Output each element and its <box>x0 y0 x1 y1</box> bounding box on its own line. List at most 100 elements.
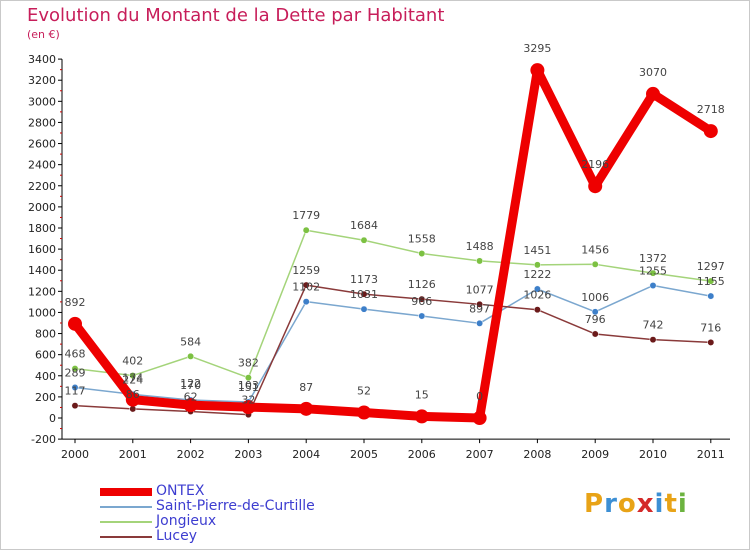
y-tick-label: 3200 <box>28 74 56 87</box>
data-point <box>71 402 79 410</box>
data-label: 1372 <box>639 252 667 265</box>
logo-letter: o <box>617 489 637 519</box>
legend-label-jongieux: Jongieux <box>156 513 217 529</box>
y-tick-label: 800 <box>35 328 56 341</box>
data-label: 1126 <box>408 278 436 291</box>
data-label: 892 <box>65 296 86 309</box>
legend-label-saint-pierre: Saint-Pierre-de-Curtille <box>156 498 315 514</box>
data-point <box>588 179 603 194</box>
y-tick-label: 2200 <box>28 180 56 193</box>
data-label: 2196 <box>581 158 609 171</box>
y-tick-label: 3400 <box>28 53 56 66</box>
data-point <box>476 300 484 308</box>
data-label: 1259 <box>292 264 320 277</box>
legend-item-lucey[interactable]: Lucey <box>100 528 400 544</box>
y-tick-label: 1200 <box>28 285 56 298</box>
data-point <box>129 405 137 413</box>
logo-letter: i <box>677 489 688 519</box>
data-label: 117 <box>65 385 86 398</box>
data-label: 0 <box>476 390 483 403</box>
x-tick-label: 2011 <box>697 448 725 461</box>
data-point <box>360 305 368 313</box>
data-point <box>241 400 256 415</box>
data-label: 1779 <box>292 209 320 222</box>
data-point <box>244 374 252 382</box>
axes: -200 0 200 400 600 800 1000 1200 1400 1600 1800 200… <box>28 53 730 461</box>
y-tick-label: 2600 <box>28 138 56 151</box>
data-point <box>68 316 82 331</box>
y-tick-label: 200 <box>35 391 56 404</box>
data-point <box>418 250 426 257</box>
data-label: 103 <box>238 379 259 392</box>
data-point <box>360 290 368 298</box>
y-tick-label: 600 <box>35 349 56 362</box>
series-line-jongieux <box>74 229 712 379</box>
data-point <box>707 292 715 300</box>
data-label: 2718 <box>697 103 725 116</box>
data-label: 122 <box>180 377 201 390</box>
x-tick-label: 2001 <box>119 448 147 461</box>
data-point <box>418 295 426 303</box>
data-point <box>472 411 487 425</box>
data-label: 174 <box>122 372 143 385</box>
data-label: 289 <box>65 366 86 379</box>
data-point <box>533 261 541 269</box>
data-point <box>414 409 429 424</box>
data-point <box>299 401 314 416</box>
logo-letter: x <box>636 489 655 519</box>
data-point <box>357 405 371 420</box>
legend-item-saint-pierre[interactable]: Saint-Pierre-de-Curtille <box>100 498 400 514</box>
data-label: 1558 <box>408 233 436 246</box>
data-point <box>125 392 140 407</box>
legend-swatch-lucey <box>100 536 152 538</box>
x-tick-label: 2010 <box>639 448 667 461</box>
data-label: 15 <box>415 388 429 401</box>
data-label: 1222 <box>523 268 551 281</box>
data-label: 1026 <box>523 289 551 302</box>
data-label: 1031 <box>350 288 378 301</box>
data-point <box>129 372 137 380</box>
legend-item-ontex[interactable]: ONTEX <box>100 483 400 499</box>
y-tick-label: 2800 <box>28 116 56 129</box>
line-chart: -200 0 200 400 600 800 1000 1200 1400 1600 1800 200… <box>28 42 730 461</box>
data-label: 1006 <box>581 291 609 304</box>
data-label: 1173 <box>350 273 378 286</box>
y-tick-label: 1400 <box>28 264 56 277</box>
data-point <box>418 312 426 320</box>
x-tick-label: 2000 <box>61 448 89 461</box>
data-point <box>703 124 718 139</box>
data-label: 468 <box>65 348 86 361</box>
data-point <box>476 257 484 265</box>
x-tick-label: 2007 <box>466 448 494 461</box>
series-line-saint-pierre-de-curtille <box>74 284 712 403</box>
x-tick-label: 2004 <box>292 448 320 461</box>
y-tick-label: 1800 <box>28 222 56 235</box>
logo-letter: P <box>584 489 605 519</box>
data-label: 151 <box>238 381 259 394</box>
y-tick-label: 2000 <box>28 201 56 214</box>
data-label: 1456 <box>581 243 609 256</box>
data-label: 966 <box>411 295 432 308</box>
data-label: 1488 <box>466 240 494 253</box>
data-point <box>360 236 368 244</box>
data-label: 716 <box>700 321 721 334</box>
series-line-lucey <box>74 284 712 416</box>
data-point <box>476 319 484 327</box>
data-point <box>707 277 715 285</box>
data-point <box>649 336 657 344</box>
x-tick-label: 2009 <box>581 448 609 461</box>
legend-swatch-jongieux <box>100 521 152 523</box>
data-point <box>302 298 310 306</box>
data-label: 3070 <box>639 66 667 79</box>
series-layer: 468 402 584 382 1779 1684 1558 1488 1451 1456 1372… <box>65 42 725 425</box>
data-point <box>591 260 599 268</box>
data-label: 1155 <box>697 275 725 288</box>
legend-item-jongieux[interactable]: Jongieux <box>100 513 400 529</box>
data-point <box>530 63 545 78</box>
legend-label-lucey: Lucey <box>156 528 198 544</box>
data-point <box>187 352 195 360</box>
chart-title: Evolution du Montant de la Dette par Hab… <box>27 5 445 26</box>
proxiti-logo: Proxiti <box>584 489 688 519</box>
data-label: 1255 <box>639 265 667 278</box>
